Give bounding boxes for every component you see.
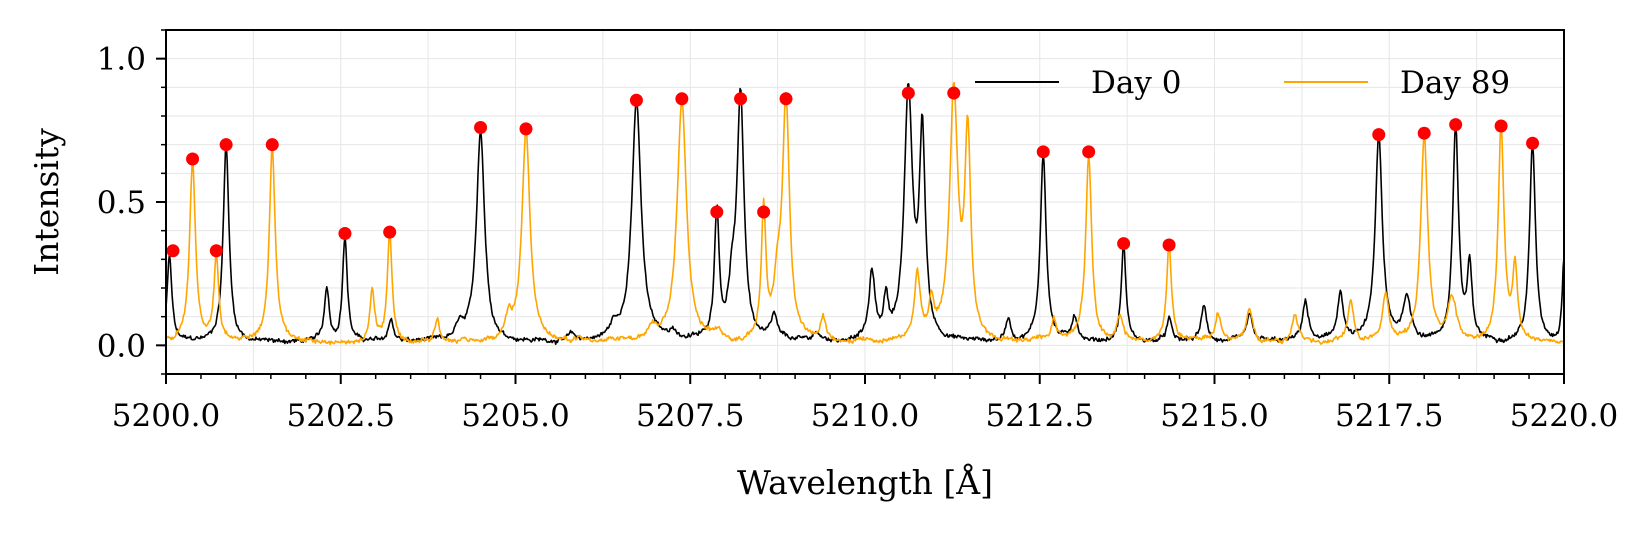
peak-marker xyxy=(1526,136,1540,150)
x-tick-label: 5217.5 xyxy=(1335,398,1443,434)
peak-marker xyxy=(1449,118,1463,132)
y-tick-label: 0.0 xyxy=(97,328,146,364)
peak-marker xyxy=(474,120,488,134)
x-tick-label: 5202.5 xyxy=(287,398,395,434)
y-tick-label: 1.0 xyxy=(97,42,146,78)
x-tick-label: 5210.0 xyxy=(811,398,919,434)
legend: Day 0 Day 89 xyxy=(975,65,1510,101)
x-tick-label: 5220.0 xyxy=(1510,398,1618,434)
peak-marker xyxy=(1417,126,1431,140)
x-tick-label: 5215.0 xyxy=(1160,398,1268,434)
peak-marker xyxy=(1082,145,1096,159)
series-line-1 xyxy=(166,81,1564,346)
peak-marker xyxy=(1036,145,1050,159)
peak-marker xyxy=(629,93,643,107)
series-layer xyxy=(166,81,1564,346)
peak-marker xyxy=(1162,238,1176,252)
x-tick-label: 5200.0 xyxy=(112,398,220,434)
peak-marker xyxy=(186,152,200,166)
peak-markers xyxy=(166,86,1540,258)
peak-marker xyxy=(338,227,352,241)
y-tick-label: 0.5 xyxy=(97,185,146,221)
x-tick-label: 5212.5 xyxy=(986,398,1094,434)
axis-ticks: 5200.0 5202.5 5205.0 5207.5 5210.0 5212.5 5215… xyxy=(97,29,1618,434)
series-line-0 xyxy=(166,83,1564,346)
peak-marker xyxy=(779,92,793,106)
peak-marker xyxy=(209,244,223,258)
x-tick-label: 5205.0 xyxy=(461,398,569,434)
peak-marker xyxy=(734,92,748,106)
grid-lines xyxy=(165,29,1565,375)
y-axis-label: Intensity xyxy=(27,128,66,276)
peak-marker xyxy=(265,138,279,152)
legend-label: Day 89 xyxy=(1400,65,1510,101)
x-axis-label: Wavelength [Å] xyxy=(737,462,993,502)
peak-marker xyxy=(219,138,233,152)
peak-marker xyxy=(901,86,915,100)
peak-marker xyxy=(1494,119,1508,133)
peak-marker xyxy=(675,92,689,106)
legend-label: Day 0 xyxy=(1091,65,1181,101)
peak-marker xyxy=(757,205,771,219)
peak-marker xyxy=(710,205,724,219)
peak-marker xyxy=(519,122,533,136)
peak-marker xyxy=(1372,128,1386,142)
peak-marker xyxy=(166,244,180,258)
peak-marker xyxy=(383,225,397,239)
x-tick-label: 5207.5 xyxy=(636,398,744,434)
peak-marker xyxy=(1117,237,1131,251)
peak-marker xyxy=(947,86,961,100)
